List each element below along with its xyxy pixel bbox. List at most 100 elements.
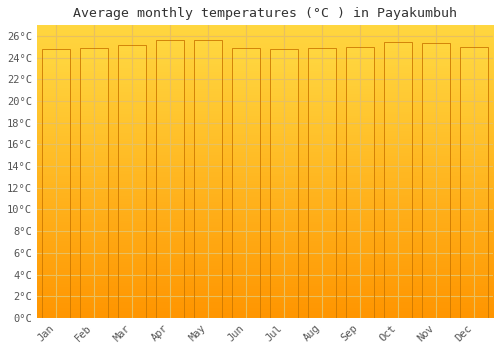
- Bar: [346, 277, 374, 280]
- Bar: [422, 235, 450, 238]
- Bar: [308, 48, 336, 318]
- Bar: [460, 142, 487, 145]
- Bar: [422, 76, 450, 78]
- Bar: [118, 132, 146, 135]
- Bar: [346, 180, 374, 182]
- Bar: [42, 226, 70, 229]
- Bar: [118, 301, 146, 304]
- Bar: [346, 215, 374, 218]
- Bar: [232, 56, 260, 59]
- Bar: [118, 187, 146, 189]
- Bar: [384, 199, 411, 202]
- Bar: [156, 102, 184, 104]
- Bar: [156, 171, 184, 174]
- Bar: [156, 77, 184, 79]
- Bar: [194, 207, 222, 210]
- Bar: [80, 218, 108, 221]
- Bar: [156, 140, 184, 143]
- Bar: [118, 50, 146, 53]
- Bar: [118, 135, 146, 138]
- Bar: [460, 196, 487, 199]
- Bar: [156, 299, 184, 301]
- Bar: [42, 270, 70, 272]
- Bar: [384, 194, 411, 196]
- Bar: [232, 264, 260, 267]
- Bar: [42, 154, 70, 156]
- Bar: [422, 244, 450, 246]
- Bar: [156, 154, 184, 157]
- Bar: [384, 133, 411, 135]
- Bar: [270, 71, 297, 73]
- Bar: [42, 57, 70, 60]
- Bar: [308, 186, 336, 188]
- Bar: [346, 163, 374, 166]
- Bar: [194, 179, 222, 182]
- Bar: [194, 224, 222, 226]
- Bar: [232, 177, 260, 180]
- Bar: [308, 180, 336, 183]
- Bar: [194, 312, 222, 315]
- Bar: [156, 174, 184, 176]
- Bar: [118, 154, 146, 157]
- Bar: [384, 122, 411, 125]
- Bar: [232, 226, 260, 229]
- Bar: [270, 296, 297, 299]
- Bar: [80, 296, 108, 299]
- Bar: [194, 307, 222, 309]
- Bar: [42, 294, 70, 296]
- Bar: [232, 118, 260, 121]
- Bar: [156, 279, 184, 282]
- Bar: [80, 105, 108, 107]
- Bar: [270, 232, 297, 235]
- Bar: [308, 132, 336, 134]
- Bar: [42, 87, 70, 90]
- Bar: [118, 66, 146, 69]
- Bar: [232, 310, 260, 313]
- Bar: [460, 131, 487, 134]
- Bar: [80, 116, 108, 118]
- Bar: [118, 148, 146, 151]
- Bar: [270, 122, 297, 124]
- Bar: [308, 59, 336, 62]
- Bar: [460, 215, 487, 218]
- Bar: [80, 199, 108, 202]
- Bar: [346, 212, 374, 215]
- Bar: [194, 204, 222, 207]
- Bar: [460, 117, 487, 120]
- Bar: [194, 60, 222, 63]
- Bar: [384, 285, 411, 287]
- Bar: [346, 182, 374, 185]
- Bar: [156, 182, 184, 185]
- Bar: [232, 140, 260, 142]
- Bar: [80, 150, 108, 153]
- Bar: [384, 204, 411, 207]
- Bar: [308, 153, 336, 156]
- Bar: [270, 68, 297, 71]
- Bar: [384, 50, 411, 52]
- Bar: [232, 291, 260, 294]
- Bar: [194, 43, 222, 46]
- Bar: [460, 61, 487, 63]
- Bar: [270, 98, 297, 100]
- Bar: [422, 43, 450, 318]
- Bar: [80, 226, 108, 229]
- Bar: [422, 46, 450, 48]
- Bar: [232, 280, 260, 283]
- Bar: [118, 195, 146, 198]
- Bar: [156, 240, 184, 243]
- Bar: [308, 221, 336, 223]
- Bar: [42, 71, 70, 73]
- Bar: [118, 219, 146, 222]
- Bar: [346, 231, 374, 234]
- Bar: [156, 229, 184, 232]
- Bar: [194, 124, 222, 126]
- Bar: [194, 237, 222, 240]
- Bar: [194, 276, 222, 279]
- Bar: [384, 254, 411, 257]
- Bar: [232, 294, 260, 296]
- Bar: [42, 286, 70, 288]
- Bar: [346, 199, 374, 201]
- Bar: [346, 269, 374, 272]
- Bar: [118, 102, 146, 105]
- Bar: [460, 261, 487, 264]
